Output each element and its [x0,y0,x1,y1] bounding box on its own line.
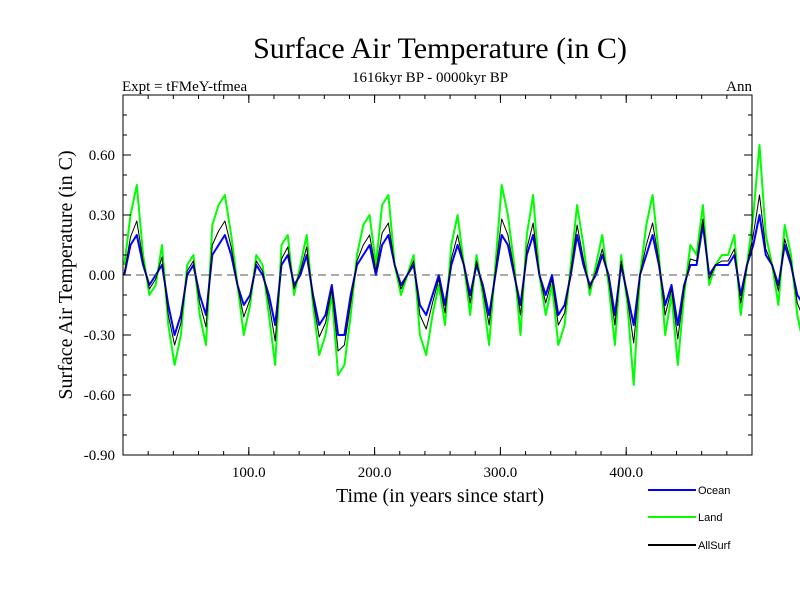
plot-series [123,144,800,386]
x-axis-label: Time (in years since start) [336,485,544,507]
y-tick-label: 0.30 [89,208,115,224]
y-axis-label: Surface Air Temperature (in C) [55,150,77,399]
legend-label-land: Land [698,512,722,524]
legend: Ocean Land AllSurf [648,485,731,552]
x-tick-label: 100.0 [232,465,266,481]
y-tick-label: 0.60 [89,148,115,164]
chart-title: Surface Air Temperature (in C) [253,32,627,65]
legend-label-ocean: Ocean [698,485,730,497]
x-axis-ticks: 100.0 200.0 300.0 400.0 [147,95,728,481]
expt-label: Expt = tFMeY-tfmea [122,79,247,95]
x-tick-label: 200.0 [358,465,392,481]
y-tick-label: -0.60 [84,388,115,404]
y-tick-label: -0.30 [84,328,115,344]
legend-label-allsurf: AllSurf [698,540,731,552]
time-range-label: 1616kyr BP - 0000kyr BP [352,70,508,86]
x-tick-label: 300.0 [484,465,518,481]
y-axis-ticks: -0.90 -0.60 -0.30 0.00 0.30 0.60 [84,94,752,464]
y-tick-label: 0.00 [89,268,115,284]
season-label: Ann [726,79,752,95]
x-tick-label: 400.0 [609,465,643,481]
series-line-allsurf [123,194,800,352]
y-tick-label: -0.90 [84,448,115,464]
